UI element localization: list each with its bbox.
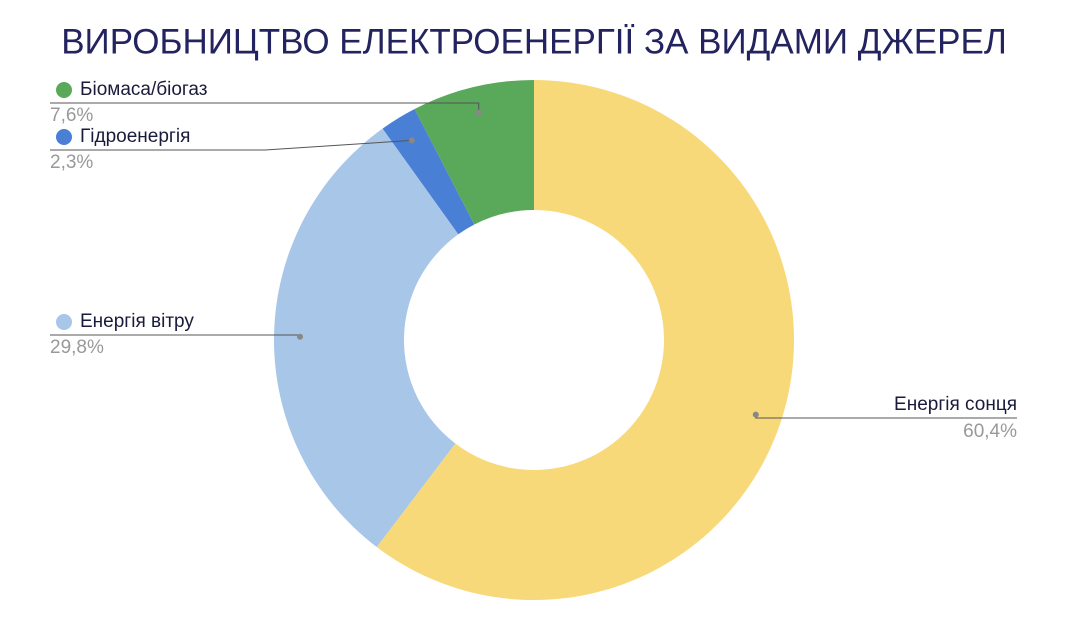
leader-dot (752, 411, 759, 418)
leader-dot (297, 333, 304, 340)
label-icon (56, 82, 72, 98)
slice-label: Гідроенергія (80, 126, 190, 147)
leader-dot (475, 109, 482, 116)
slice-label: Енергія вітру (80, 311, 194, 332)
leader-line (50, 102, 480, 113)
label-icon (56, 129, 72, 145)
leader-dot (408, 137, 415, 144)
donut-slice (376, 80, 795, 600)
leader-line (50, 139, 412, 151)
slice-label: Енергія сонця (894, 394, 1017, 415)
chart-title: ВИРОБНИЦТВО ЕЛЕКТРОЕНЕРГІЇ ЗА ВИДАМИ ДЖЕ… (61, 22, 1007, 61)
value-label: 29,8% (50, 337, 104, 358)
label-icon (56, 314, 72, 330)
value-label: 60,4% (963, 421, 1017, 442)
value-label: 7,6% (50, 105, 93, 126)
value-label: 2,3% (50, 152, 93, 173)
slice-label: Біомаса/біогаз (80, 79, 207, 100)
donut-slice (414, 80, 534, 225)
donut-slice (274, 128, 459, 548)
leader-line (755, 414, 1017, 419)
